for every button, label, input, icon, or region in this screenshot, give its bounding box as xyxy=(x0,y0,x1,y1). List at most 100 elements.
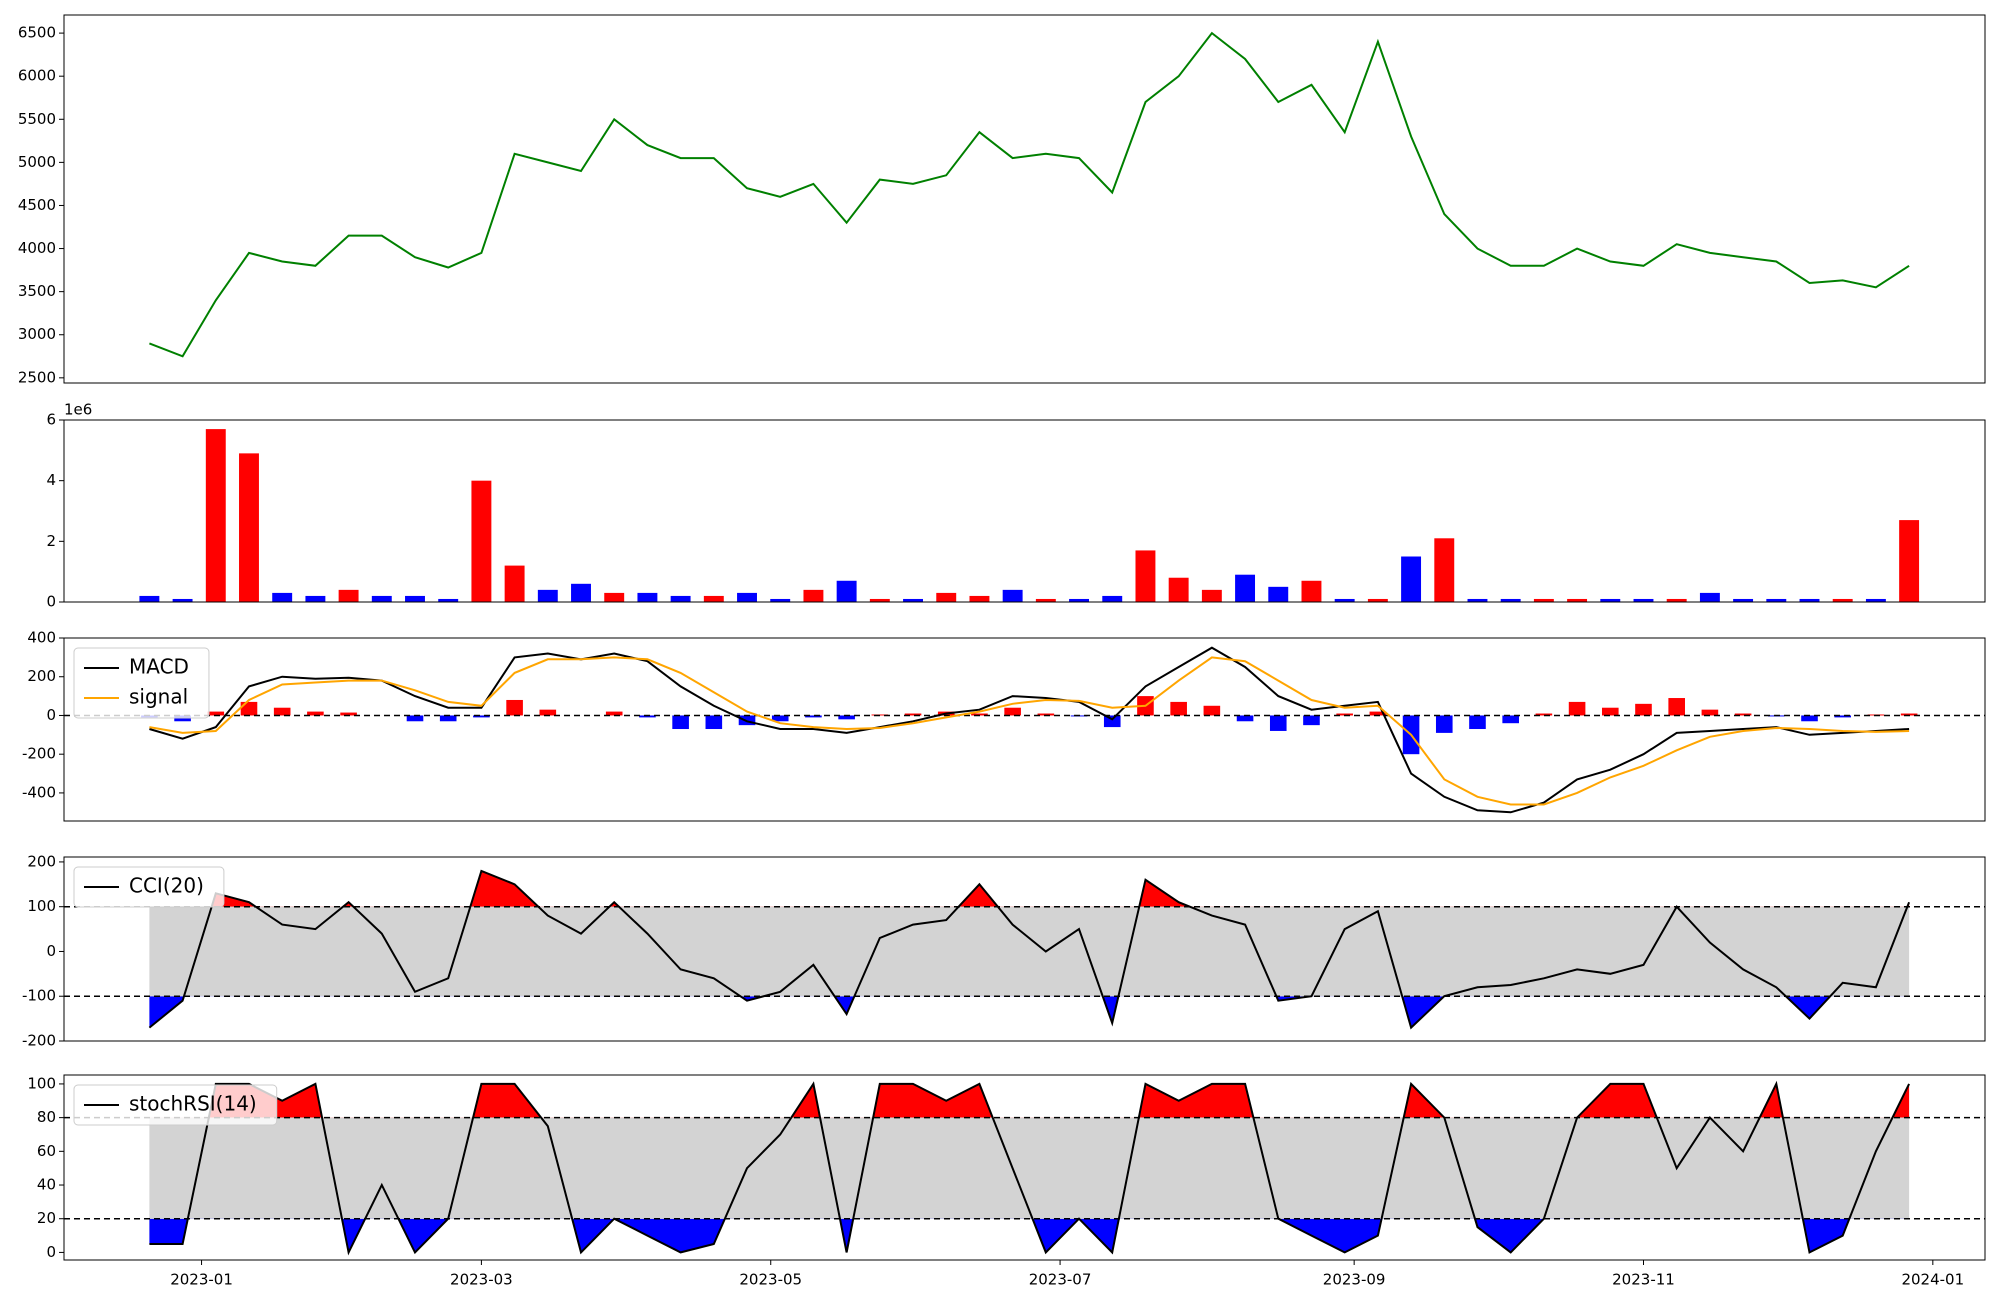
y-tick-label: -200 xyxy=(22,1032,56,1050)
histogram-bar xyxy=(1336,713,1353,716)
histogram-bar xyxy=(1203,705,1221,716)
volume-bar xyxy=(1401,556,1422,602)
volume-bar xyxy=(1367,598,1388,602)
volume-bar xyxy=(305,595,326,602)
series-line xyxy=(149,1080,1910,1256)
y-tick-label: 3000 xyxy=(18,325,56,343)
volume-bar xyxy=(1002,589,1023,602)
volume-bar xyxy=(1135,550,1156,602)
volume-bar xyxy=(1235,574,1256,602)
series-line xyxy=(149,646,1910,814)
histogram-bar xyxy=(240,701,258,716)
volume-bar xyxy=(205,429,226,602)
legend-box xyxy=(73,866,225,908)
histogram-bar xyxy=(506,699,523,716)
volume-bar xyxy=(1035,598,1056,602)
volume-bar xyxy=(869,598,890,602)
volume-bar xyxy=(1766,598,1787,602)
y-tick-label: 5000 xyxy=(18,153,56,171)
y-tick-label: 80 xyxy=(37,1108,56,1126)
histogram-bar xyxy=(971,713,988,716)
threshold-band xyxy=(149,906,1910,997)
oversold-fill xyxy=(149,1218,1910,1253)
series-line xyxy=(149,31,1910,358)
volume-bar xyxy=(139,595,160,602)
overbought-fill xyxy=(149,870,1910,907)
axes-frame xyxy=(63,856,1986,1042)
histogram-bar xyxy=(1701,709,1719,716)
volume-bar xyxy=(1600,598,1621,602)
volume-bar xyxy=(936,592,957,602)
y-offset-label: 1e6 xyxy=(64,401,92,419)
histogram-bar xyxy=(672,715,689,730)
axes-frame xyxy=(63,419,1986,603)
histogram-bar xyxy=(705,715,723,730)
y-tick-label: 60 xyxy=(37,1142,56,1160)
volume-bar xyxy=(1899,520,1920,602)
axes-frame xyxy=(63,637,1986,822)
volume-bar xyxy=(1533,598,1554,602)
histogram-bar xyxy=(1834,715,1852,718)
volume-bar xyxy=(737,592,757,602)
y-tick-label: -200 xyxy=(22,745,56,763)
x-tick-label: 2023-09 xyxy=(1323,1271,1386,1289)
volume-bar xyxy=(371,595,392,602)
x-tick-label: 2023-11 xyxy=(1612,1271,1675,1289)
histogram-bar xyxy=(904,713,922,716)
histogram-bar xyxy=(1269,715,1287,731)
volume-bar xyxy=(272,592,293,602)
y-tick-label: 0 xyxy=(46,706,56,724)
volume-bar xyxy=(969,595,990,602)
histogram-bar xyxy=(771,715,789,722)
volume-bar xyxy=(1733,598,1754,602)
volume-bar xyxy=(405,595,425,602)
volume-bar xyxy=(571,583,591,602)
y-tick-label: 200 xyxy=(27,667,56,685)
histogram-bar xyxy=(439,715,457,722)
plot-area xyxy=(64,646,1985,814)
x-tick-label: 2023-03 xyxy=(450,1271,513,1289)
volume-bar xyxy=(239,453,259,602)
volume-bar xyxy=(1699,592,1720,602)
histogram-bar xyxy=(805,715,822,718)
volume-bar xyxy=(1666,598,1687,602)
volume-bar xyxy=(1467,598,1488,602)
volume-bar xyxy=(1334,598,1355,602)
series-line xyxy=(149,656,1910,806)
volume-bar xyxy=(1500,598,1521,602)
volume-bar xyxy=(836,580,857,602)
axes-frame xyxy=(63,1074,1986,1261)
volume-bar xyxy=(903,598,923,602)
histogram-bar xyxy=(1303,715,1320,726)
plot-area xyxy=(64,869,1985,1030)
volume-bar xyxy=(1434,538,1455,602)
legend-label: CCI(20) xyxy=(129,874,204,898)
volume-bar xyxy=(471,480,492,602)
y-tick-label: 2 xyxy=(46,532,56,550)
y-tick-label: 2500 xyxy=(18,368,56,386)
histogram-bar xyxy=(539,709,557,716)
legend-box xyxy=(73,1084,278,1126)
histogram-bar xyxy=(1535,713,1553,716)
volume-bar xyxy=(637,592,658,602)
y-tick-label: 4500 xyxy=(18,196,56,214)
y-tick-label: 40 xyxy=(37,1176,56,1194)
histogram-bar xyxy=(1601,707,1619,716)
histogram-bar xyxy=(838,715,855,720)
histogram-bar xyxy=(1369,711,1387,716)
volume-bar xyxy=(1201,589,1222,602)
x-tick-label: 2023-05 xyxy=(739,1271,802,1289)
histogram-bar xyxy=(273,707,291,716)
volume-bar xyxy=(1102,595,1123,602)
plot-area xyxy=(149,31,1910,358)
y-tick-label: 4000 xyxy=(18,239,56,257)
histogram-bar xyxy=(473,715,490,718)
legend-label: MACD xyxy=(129,655,189,679)
volume-bar xyxy=(438,598,459,602)
legend-label: signal xyxy=(129,685,188,709)
volume-bar xyxy=(1168,577,1189,602)
histogram-bar xyxy=(1170,701,1187,716)
y-tick-label: 100 xyxy=(27,897,56,915)
histogram-bar xyxy=(1103,715,1121,728)
